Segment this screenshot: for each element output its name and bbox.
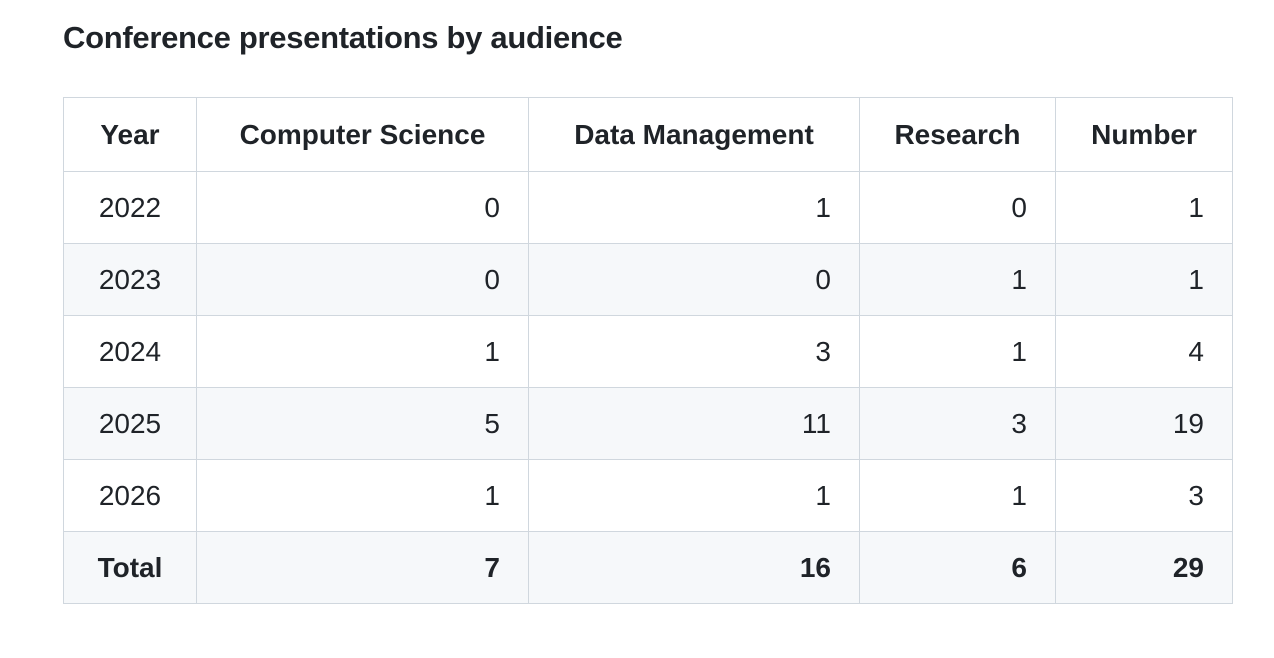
number-total-cell: 29	[1055, 531, 1233, 604]
number-cell: 1	[1055, 171, 1233, 244]
number-cell: 1	[1055, 243, 1233, 316]
data-management-cell: 3	[528, 315, 860, 388]
column-header-research: Research	[859, 97, 1056, 172]
data-management-total-cell: 16	[528, 531, 860, 604]
table-row-2023: 2023 0 0 1 1	[63, 243, 1233, 316]
year-cell: 2024	[63, 315, 197, 388]
research-cell: 1	[859, 315, 1056, 388]
column-header-number: Number	[1055, 97, 1233, 172]
computer-science-cell: 0	[196, 171, 529, 244]
research-cell: 1	[859, 459, 1056, 532]
total-label-cell: Total	[63, 531, 197, 604]
research-cell: 0	[859, 171, 1056, 244]
table-row-2022: 2022 0 1 0 1	[63, 171, 1233, 244]
table-row-2025: 2025 5 11 3 19	[63, 387, 1233, 460]
year-cell: 2026	[63, 459, 197, 532]
year-cell: 2023	[63, 243, 197, 316]
column-header-computer-science: Computer Science	[196, 97, 529, 172]
table-row-total: Total 7 16 6 29	[63, 531, 1233, 604]
number-cell: 4	[1055, 315, 1233, 388]
data-management-cell: 1	[528, 171, 860, 244]
data-management-cell: 0	[528, 243, 860, 316]
data-management-cell: 1	[528, 459, 860, 532]
number-cell: 3	[1055, 459, 1233, 532]
header-row: Year Computer Science Data Management Re…	[63, 97, 1233, 172]
research-cell: 1	[859, 243, 1056, 316]
page: Conference presentations by audience Yea…	[63, 20, 1233, 604]
column-header-year: Year	[63, 97, 197, 172]
year-cell: 2025	[63, 387, 197, 460]
number-cell: 19	[1055, 387, 1233, 460]
column-header-data-management: Data Management	[528, 97, 860, 172]
data-management-cell: 11	[528, 387, 860, 460]
computer-science-cell: 1	[196, 459, 529, 532]
computer-science-total-cell: 7	[196, 531, 529, 604]
year-cell: 2022	[63, 171, 197, 244]
computer-science-cell: 0	[196, 243, 529, 316]
computer-science-cell: 1	[196, 315, 529, 388]
research-total-cell: 6	[859, 531, 1056, 604]
computer-science-cell: 5	[196, 387, 529, 460]
presentations-table: Year Computer Science Data Management Re…	[63, 97, 1233, 604]
table-row-2026: 2026 1 1 1 3	[63, 459, 1233, 532]
research-cell: 3	[859, 387, 1056, 460]
table-row-2024: 2024 1 3 1 4	[63, 315, 1233, 388]
page-title: Conference presentations by audience	[63, 20, 623, 55]
